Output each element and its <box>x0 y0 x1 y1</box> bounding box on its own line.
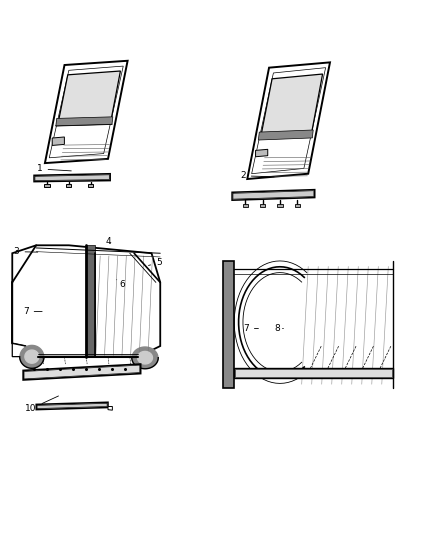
Polygon shape <box>86 245 95 357</box>
Polygon shape <box>235 369 392 377</box>
Text: 2: 2 <box>240 171 274 180</box>
Text: 6: 6 <box>117 280 125 289</box>
Text: 1: 1 <box>37 165 71 173</box>
Text: 7: 7 <box>243 324 258 333</box>
Polygon shape <box>277 204 283 207</box>
Polygon shape <box>260 204 265 207</box>
Polygon shape <box>295 204 300 207</box>
Polygon shape <box>37 403 107 409</box>
Polygon shape <box>233 191 314 199</box>
Polygon shape <box>52 137 64 146</box>
Polygon shape <box>243 204 248 207</box>
Text: 10: 10 <box>25 396 59 413</box>
Polygon shape <box>20 345 44 368</box>
Polygon shape <box>66 184 71 187</box>
Polygon shape <box>12 343 25 357</box>
Polygon shape <box>12 245 160 357</box>
Polygon shape <box>23 364 141 380</box>
Polygon shape <box>24 365 140 379</box>
Polygon shape <box>261 74 322 136</box>
Polygon shape <box>45 61 127 163</box>
Polygon shape <box>45 184 49 187</box>
Polygon shape <box>36 402 108 410</box>
Polygon shape <box>132 347 158 368</box>
Polygon shape <box>35 175 110 181</box>
Polygon shape <box>258 130 313 140</box>
Polygon shape <box>138 351 152 364</box>
Text: 4: 4 <box>105 237 111 246</box>
Polygon shape <box>58 71 120 122</box>
Polygon shape <box>108 407 113 410</box>
Polygon shape <box>56 117 113 126</box>
Polygon shape <box>234 368 393 378</box>
Polygon shape <box>255 149 268 157</box>
Text: 7: 7 <box>23 307 42 316</box>
Polygon shape <box>34 174 110 182</box>
Polygon shape <box>247 62 330 179</box>
Polygon shape <box>88 184 93 187</box>
Polygon shape <box>25 350 39 363</box>
Text: 3: 3 <box>14 247 38 256</box>
Text: 5: 5 <box>148 259 162 267</box>
Polygon shape <box>232 190 315 200</box>
Polygon shape <box>223 261 234 389</box>
Text: 8: 8 <box>274 324 283 333</box>
